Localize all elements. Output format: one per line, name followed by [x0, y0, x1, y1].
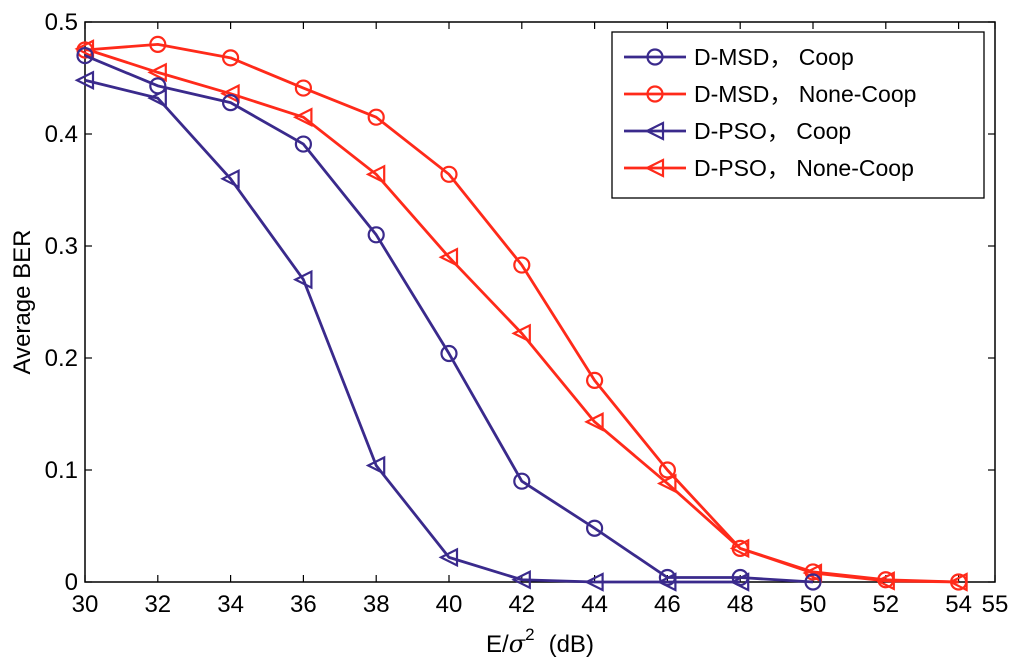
data-point [584, 572, 604, 592]
y-tick-label: 0.3 [45, 233, 78, 260]
y-tick-label: 0.1 [45, 457, 78, 484]
x-tick-label: 55 [982, 591, 1009, 618]
data-point [511, 569, 531, 590]
legend-item: D-PSO， None-Coop [624, 155, 914, 181]
legend-marker [646, 48, 664, 66]
data-point [438, 247, 459, 267]
data-point [294, 79, 312, 97]
x-tick-label: 42 [508, 591, 535, 618]
data-point [875, 571, 895, 591]
data-point [292, 107, 313, 127]
data-point [656, 572, 677, 592]
legend-box [611, 31, 985, 199]
y-tick-label: 0 [65, 569, 78, 596]
x-tick-label: 44 [581, 591, 608, 618]
series-0 [76, 46, 822, 591]
x-axis-label-main: E/ [486, 631, 509, 658]
x-tick-label: 38 [363, 591, 390, 618]
x-axis-label-superscript: 2 [525, 625, 534, 644]
data-point [585, 371, 604, 389]
legend-marker [646, 85, 664, 103]
series-line [84, 78, 741, 584]
legend-item: D-PSO， Coop [624, 118, 851, 144]
data-point [74, 70, 95, 91]
x-axis-label-unit: (dB) [549, 631, 594, 658]
legend-label: D-MSD， Coop [694, 44, 854, 70]
x-tick-label: 36 [290, 591, 317, 618]
legend-label: D-PSO， Coop [694, 118, 851, 144]
x-tick-label: 46 [654, 591, 681, 618]
data-point [147, 88, 167, 108]
x-axis: 30 32 34 36 38 40 42 44 46 48 50 52 54 55 [72, 22, 1009, 618]
legend: D-MSD， Coop D-MSD， None-Coop D-PSO， Coop D-… [611, 31, 985, 199]
x-axis-label: E/σ2 (dB) [486, 625, 594, 658]
data-point [511, 323, 531, 344]
series-line [84, 54, 814, 584]
data-point [222, 94, 240, 112]
y-axis: 0 0.1 0.2 0.3 0.4 0.5 [45, 9, 995, 596]
data-point [584, 412, 604, 432]
data-point [658, 461, 677, 479]
data-point [948, 572, 968, 592]
x-tick-label: 50 [800, 591, 827, 618]
x-tick-label: 52 [872, 591, 899, 618]
x-tick-label: 34 [217, 591, 244, 618]
x-axis-label-sigma: σ [509, 630, 526, 658]
data-point [440, 165, 458, 183]
data-point [438, 547, 459, 568]
data-point [220, 83, 240, 104]
data-point [220, 169, 240, 189]
x-tick-label: 48 [727, 591, 754, 618]
legend-marker [644, 158, 665, 178]
data-point [74, 39, 95, 59]
data-point [440, 344, 458, 363]
y-tick-label: 0.2 [45, 345, 78, 372]
y-axis-label: Average BER [9, 230, 36, 375]
data-point [292, 269, 313, 290]
data-point [729, 538, 750, 559]
data-point [365, 455, 386, 476]
data-point [365, 164, 386, 185]
data-point [294, 135, 312, 153]
data-point [367, 108, 385, 126]
data-point [513, 256, 531, 274]
data-point [804, 573, 822, 591]
data-point [149, 35, 167, 54]
series-group [74, 35, 968, 592]
series-3 [74, 39, 968, 592]
legend-marker [644, 121, 665, 141]
legend-label: D-PSO， None-Coop [694, 155, 914, 181]
x-tick-label: 30 [72, 591, 99, 618]
data-point [76, 46, 94, 65]
data-point [367, 226, 385, 244]
data-point [656, 473, 677, 494]
data-point [729, 572, 750, 592]
legend-item: D-MSD， Coop [624, 44, 854, 70]
data-point [585, 519, 604, 537]
x-tick-label: 32 [144, 591, 171, 618]
legend-label: D-MSD， None-Coop [694, 81, 916, 107]
x-tick-label: 54 [945, 591, 972, 618]
data-point [802, 563, 823, 583]
y-tick-label: 0.4 [45, 121, 78, 148]
data-point [222, 49, 240, 67]
data-point [147, 62, 167, 83]
legend-item: D-MSD， None-Coop [624, 81, 916, 107]
y-tick-label: 0.5 [45, 9, 78, 36]
series-line [84, 47, 959, 584]
x-tick-label: 40 [436, 591, 463, 618]
data-point [513, 472, 531, 490]
series-2 [74, 70, 750, 592]
